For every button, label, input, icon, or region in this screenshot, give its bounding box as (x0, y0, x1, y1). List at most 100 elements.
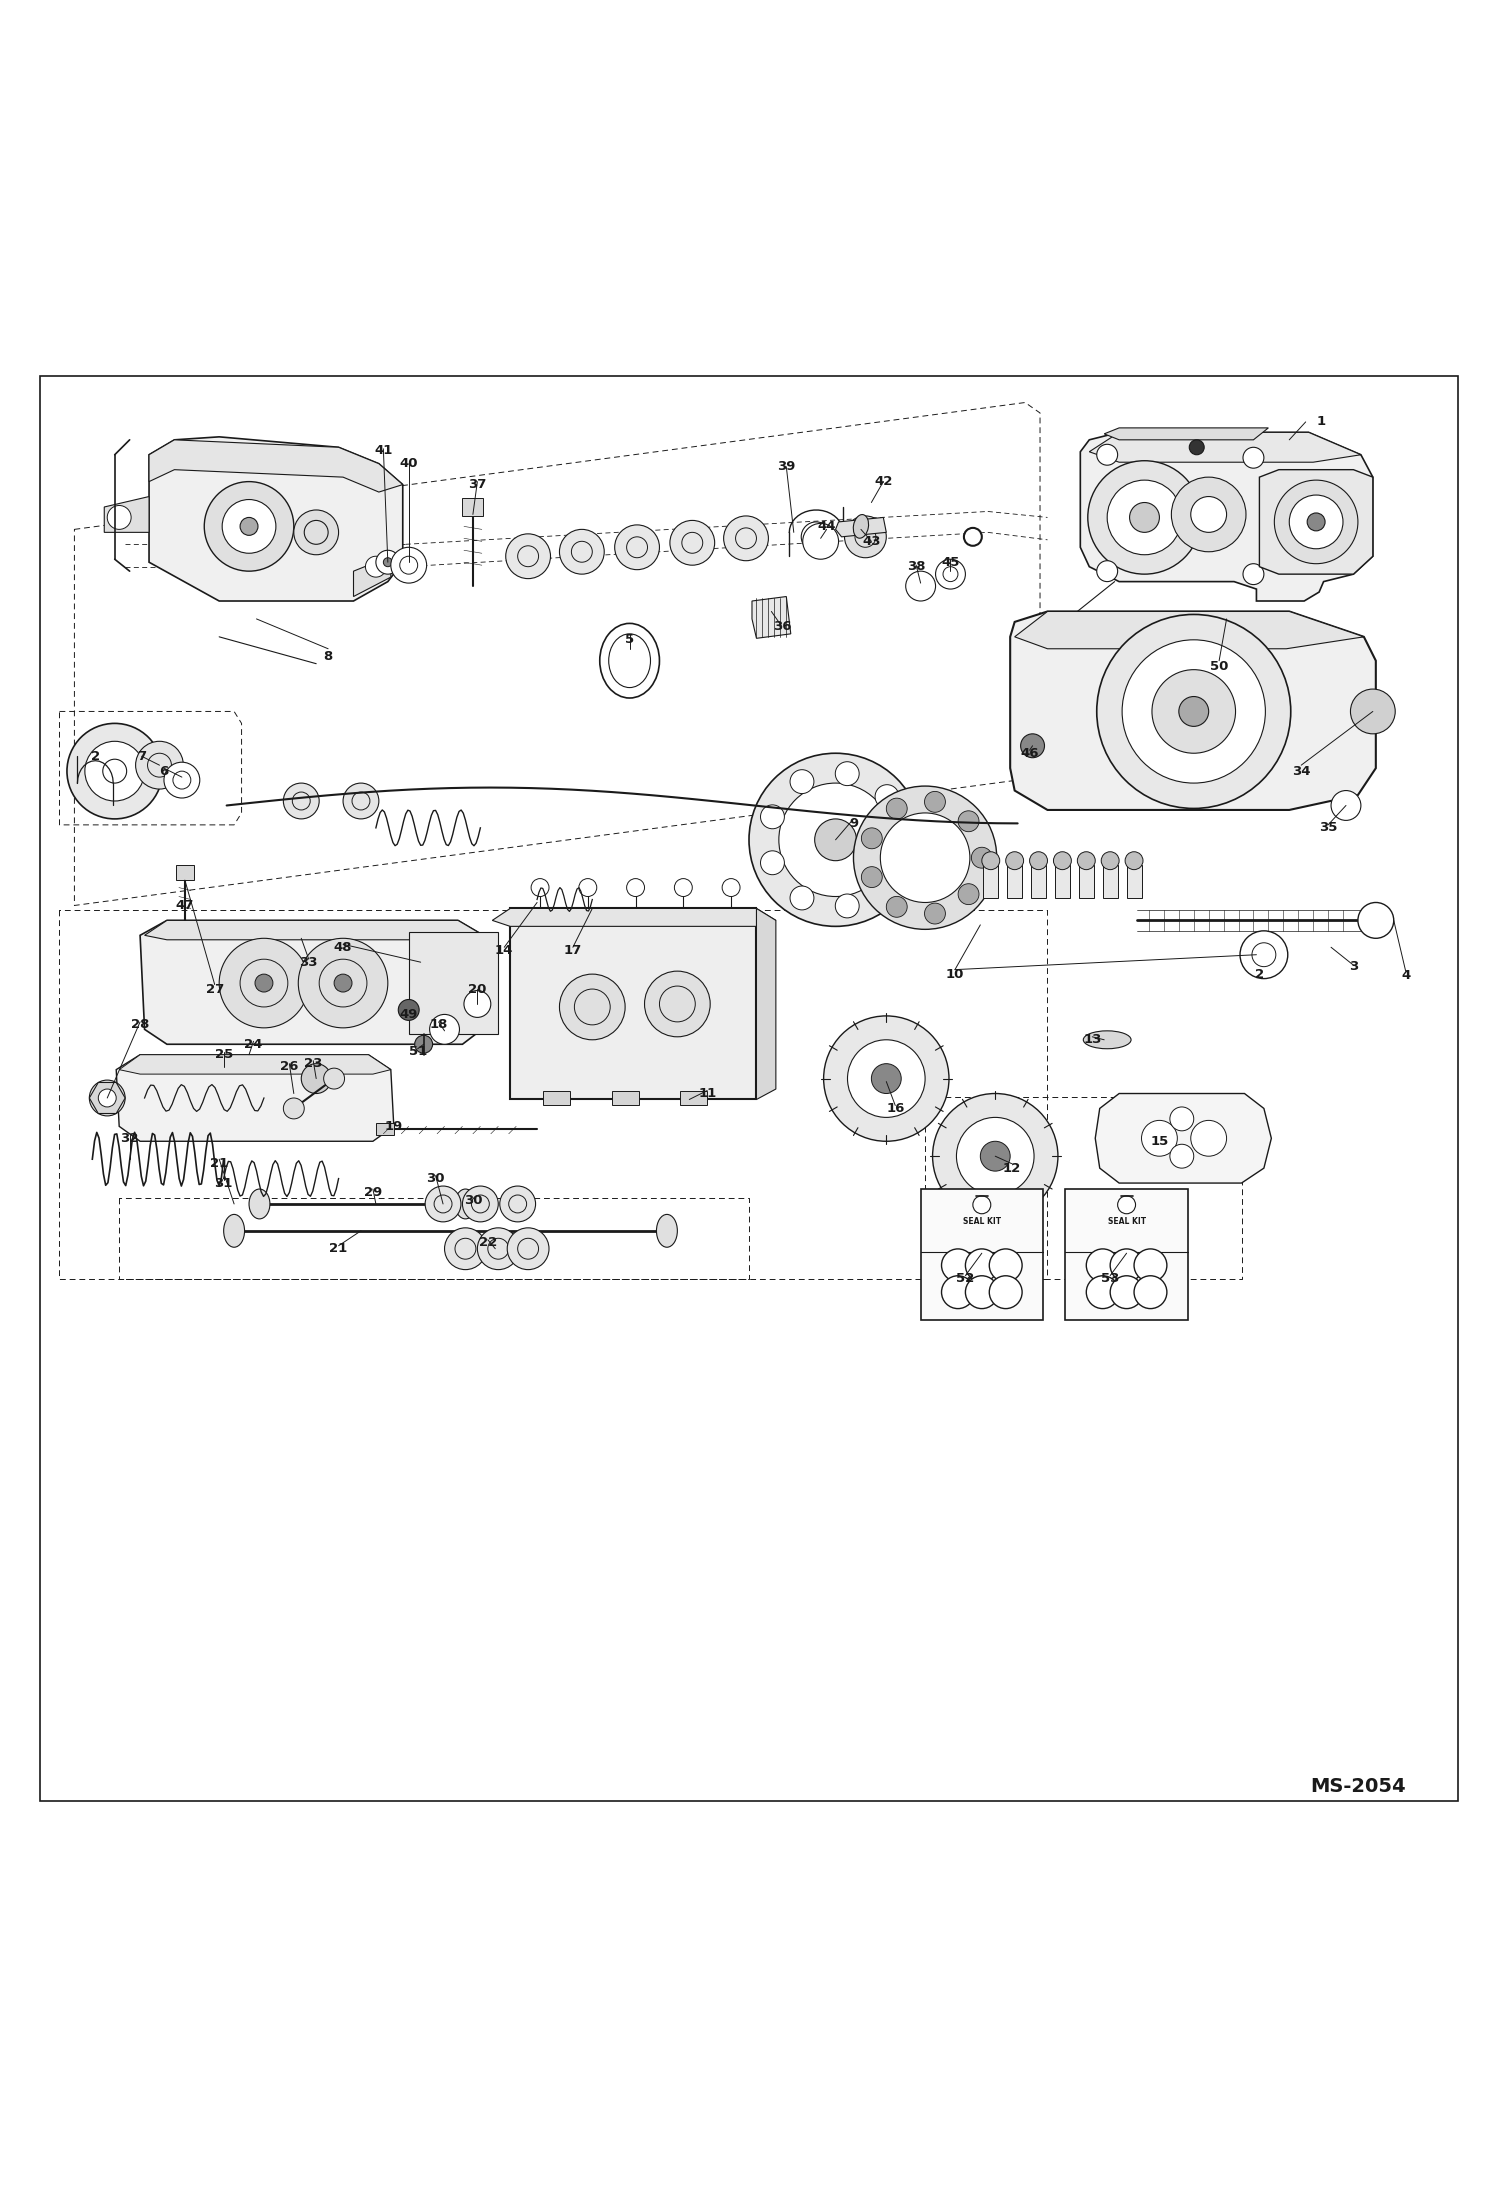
Bar (1065, 1189, 1188, 1320)
Text: 14: 14 (494, 943, 514, 956)
Circle shape (887, 897, 908, 917)
Polygon shape (756, 908, 776, 1099)
Circle shape (881, 814, 969, 904)
Circle shape (965, 1248, 998, 1281)
Circle shape (674, 879, 692, 897)
Circle shape (1243, 564, 1264, 586)
Circle shape (906, 570, 936, 601)
Text: 42: 42 (875, 476, 893, 489)
Ellipse shape (854, 515, 869, 537)
Circle shape (1097, 614, 1291, 809)
Circle shape (1088, 461, 1201, 575)
Circle shape (425, 1186, 461, 1222)
Text: 46: 46 (1020, 748, 1038, 759)
Text: 32: 32 (120, 1132, 139, 1145)
Text: 2: 2 (91, 750, 100, 763)
Circle shape (1290, 496, 1344, 548)
Text: 45: 45 (941, 555, 960, 568)
Polygon shape (148, 436, 403, 601)
Circle shape (219, 939, 309, 1029)
Circle shape (963, 529, 981, 546)
Ellipse shape (455, 1189, 476, 1219)
Circle shape (1134, 1248, 1167, 1281)
Polygon shape (90, 1083, 126, 1114)
Ellipse shape (223, 1215, 244, 1248)
Circle shape (1170, 1145, 1194, 1169)
Text: 36: 36 (773, 621, 791, 634)
Text: 13: 13 (1083, 1033, 1101, 1046)
Text: 15: 15 (1150, 1134, 1168, 1147)
Text: MS-2054: MS-2054 (1311, 1776, 1405, 1796)
Circle shape (204, 482, 294, 570)
Circle shape (891, 829, 915, 851)
Circle shape (240, 518, 258, 535)
Circle shape (1129, 502, 1159, 533)
Circle shape (981, 851, 999, 871)
Circle shape (343, 783, 379, 818)
Circle shape (294, 511, 339, 555)
Polygon shape (148, 441, 403, 491)
Text: 33: 33 (300, 956, 318, 969)
Circle shape (578, 879, 596, 897)
Circle shape (506, 533, 550, 579)
Text: 40: 40 (400, 456, 418, 469)
Ellipse shape (656, 1215, 677, 1248)
Circle shape (1097, 445, 1118, 465)
Text: 50: 50 (1210, 660, 1228, 673)
Text: 18: 18 (430, 1018, 448, 1031)
Polygon shape (836, 518, 887, 537)
Ellipse shape (249, 1189, 270, 1219)
Circle shape (789, 886, 813, 910)
Circle shape (1191, 496, 1227, 533)
Text: 21: 21 (330, 1241, 348, 1254)
Text: 8: 8 (324, 649, 333, 662)
Circle shape (1125, 851, 1143, 871)
Text: 26: 26 (280, 1059, 298, 1072)
Circle shape (626, 879, 644, 897)
Circle shape (848, 1039, 926, 1118)
Bar (680, 1090, 707, 1105)
Polygon shape (1080, 432, 1372, 601)
Circle shape (478, 1228, 520, 1270)
Polygon shape (120, 1055, 391, 1075)
Circle shape (959, 811, 980, 831)
Text: 16: 16 (887, 1101, 905, 1114)
Text: 34: 34 (1291, 765, 1311, 779)
Text: 39: 39 (777, 461, 795, 474)
Text: 35: 35 (1318, 822, 1338, 833)
Text: 12: 12 (1002, 1162, 1020, 1175)
Circle shape (1053, 851, 1071, 871)
Text: 11: 11 (698, 1088, 716, 1101)
Circle shape (836, 761, 860, 785)
Circle shape (1170, 1107, 1194, 1132)
Circle shape (722, 879, 740, 897)
Circle shape (559, 974, 625, 1039)
Text: 25: 25 (214, 1048, 232, 1061)
Text: 5: 5 (625, 634, 634, 647)
Bar (1007, 866, 1022, 897)
Circle shape (1275, 480, 1357, 564)
Circle shape (532, 879, 548, 897)
Circle shape (1107, 480, 1182, 555)
Circle shape (861, 829, 882, 849)
Circle shape (861, 866, 882, 888)
Bar (511, 908, 756, 1099)
Text: 38: 38 (906, 559, 926, 572)
Text: 2: 2 (1255, 967, 1264, 980)
Text: 6: 6 (159, 765, 169, 779)
Circle shape (959, 884, 980, 904)
Circle shape (724, 515, 768, 561)
Bar (611, 1090, 638, 1105)
Circle shape (749, 752, 923, 925)
Circle shape (972, 1195, 990, 1213)
Text: 4: 4 (1401, 969, 1410, 982)
Text: 22: 22 (479, 1237, 497, 1250)
Circle shape (875, 785, 899, 809)
Circle shape (887, 798, 908, 818)
Circle shape (283, 1099, 304, 1118)
Circle shape (324, 1068, 345, 1090)
Circle shape (222, 500, 276, 553)
Circle shape (1141, 1121, 1177, 1156)
Circle shape (255, 974, 273, 991)
Circle shape (1086, 1276, 1119, 1309)
